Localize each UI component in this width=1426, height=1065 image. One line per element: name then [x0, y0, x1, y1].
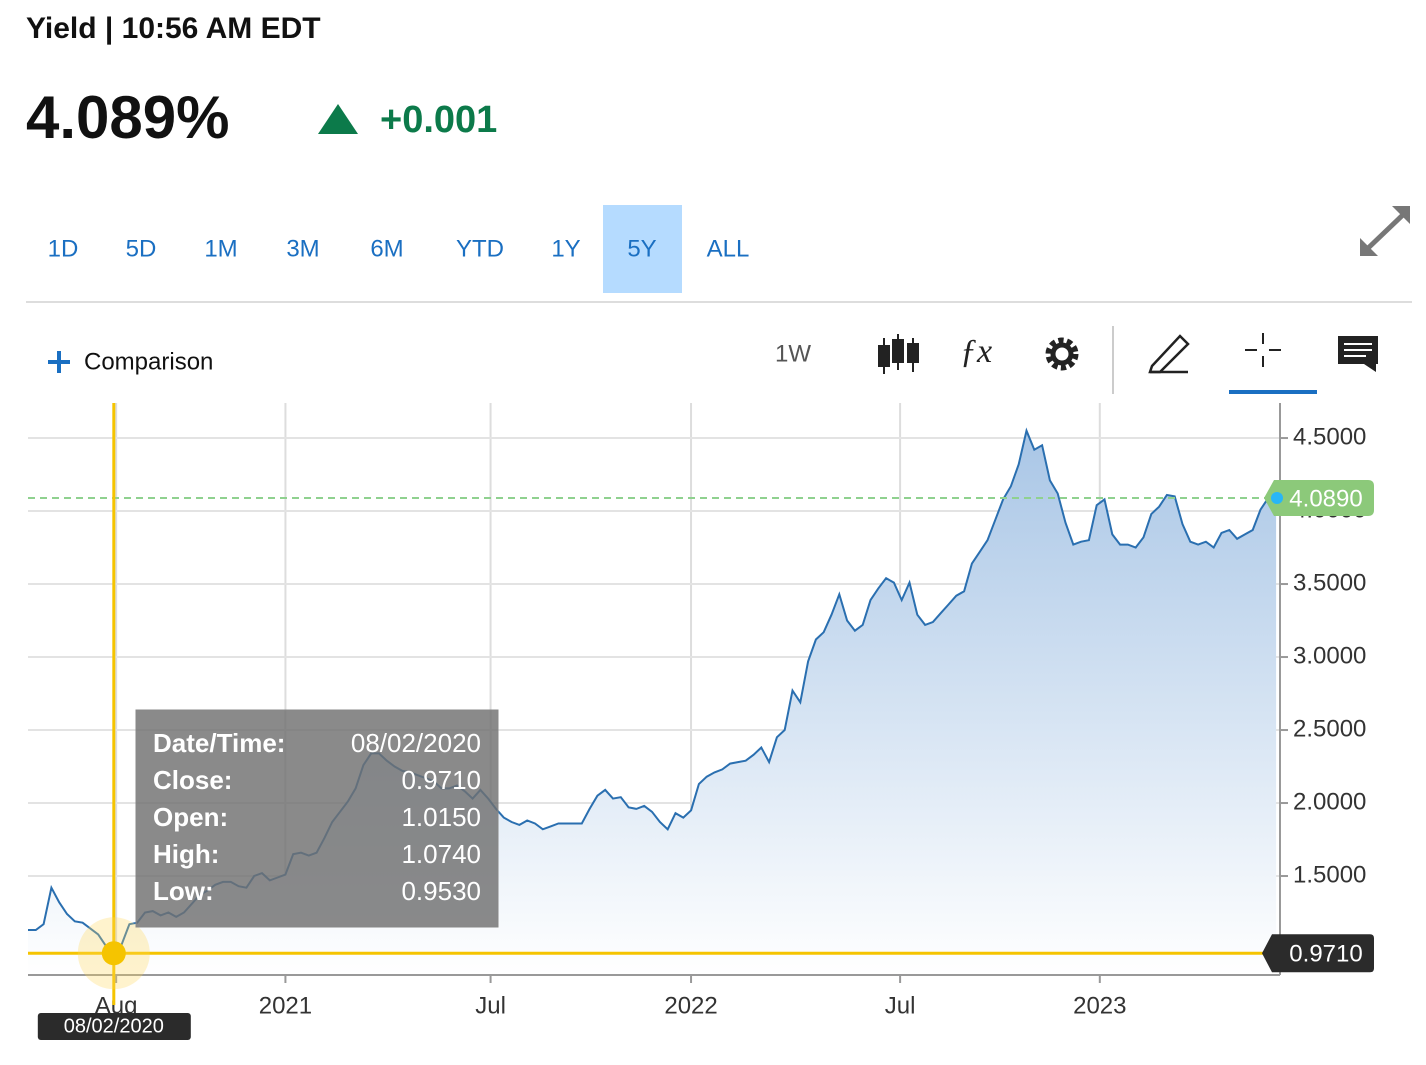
last-point [1271, 492, 1283, 505]
range-tab[interactable]: 6M [370, 235, 403, 262]
plot: Aug2021Jul2022Jul20231.00001.50002.00002… [28, 403, 1374, 1040]
tooltip-label: Low: [153, 876, 214, 906]
y-tick-label: 4.5000 [1293, 423, 1366, 450]
notes-icon[interactable] [1338, 336, 1378, 372]
crosshair-point [101, 941, 126, 966]
change: +0.001 [380, 99, 497, 141]
range-tab[interactable]: ALL [707, 235, 750, 262]
range-tab[interactable]: 1M [204, 235, 237, 262]
tooltip-label: Close: [153, 765, 232, 795]
date-label: 08/02/2020 [64, 1015, 164, 1037]
range-tab[interactable]: 3M [286, 235, 319, 262]
y-tick-label: 2.5000 [1293, 715, 1366, 742]
draw-icon[interactable] [1148, 334, 1190, 374]
title: Yield | 10:56 AM EDT [26, 12, 321, 45]
interval[interactable]: 1W [775, 340, 811, 367]
date-badge [37, 1013, 191, 1040]
x-tick-label: Jul [885, 992, 916, 1019]
comparison-label: Comparison [84, 348, 213, 375]
crosshair-icon[interactable] [1245, 333, 1281, 367]
tooltip-label: High: [153, 839, 219, 869]
settings-icon[interactable] [1045, 337, 1079, 371]
tooltip [135, 709, 499, 928]
tooltip-value: 1.0740 [401, 839, 481, 869]
y-tick-label: 3.5000 [1293, 569, 1366, 596]
tooltip-value: 0.9710 [401, 765, 481, 795]
last-value-badge [1264, 480, 1374, 517]
range-tabs: 1D 5D 1M 3M 6M YTD 1Y 5Y ALL [48, 205, 750, 293]
range-tab[interactable]: YTD [456, 235, 504, 262]
tooltip-value: 08/02/2020 [351, 728, 481, 758]
tooltip-value: 1.0150 [401, 802, 481, 832]
x-tick-label: 2023 [1073, 992, 1126, 1019]
comparison-button[interactable]: Comparison [48, 348, 213, 375]
tooltip-label: Open: [153, 802, 228, 832]
range-tab[interactable]: 1D [48, 235, 79, 262]
last-value-label: 4.0890 [1289, 485, 1362, 512]
expand-icon[interactable] [1360, 206, 1410, 256]
price: 4.089% [26, 84, 230, 151]
x-tick-label: 2021 [259, 992, 312, 1019]
crosshair-badge [1262, 934, 1374, 973]
y-tick-label: 2.0000 [1293, 788, 1366, 815]
tooltip-label: Date/Time: [153, 728, 285, 758]
crosshair-value-label: 0.9710 [1289, 941, 1362, 968]
selected-tab [603, 205, 682, 293]
up-arrow [318, 104, 358, 134]
y-tick-label: 3.0000 [1293, 642, 1366, 669]
x-tick-label: 2022 [664, 992, 717, 1019]
fx-icon[interactable]: ƒx [960, 333, 992, 370]
x-tick-label: Jul [475, 992, 506, 1019]
range-tab[interactable]: 5Y [627, 235, 656, 262]
active-tool [1229, 390, 1317, 394]
range-tab[interactable]: 5D [126, 235, 157, 262]
candle-icon[interactable] [878, 334, 919, 374]
y-tick-label: 1.5000 [1293, 861, 1366, 888]
range-tab[interactable]: 1Y [551, 235, 580, 262]
tooltip-value: 0.9530 [401, 876, 481, 906]
